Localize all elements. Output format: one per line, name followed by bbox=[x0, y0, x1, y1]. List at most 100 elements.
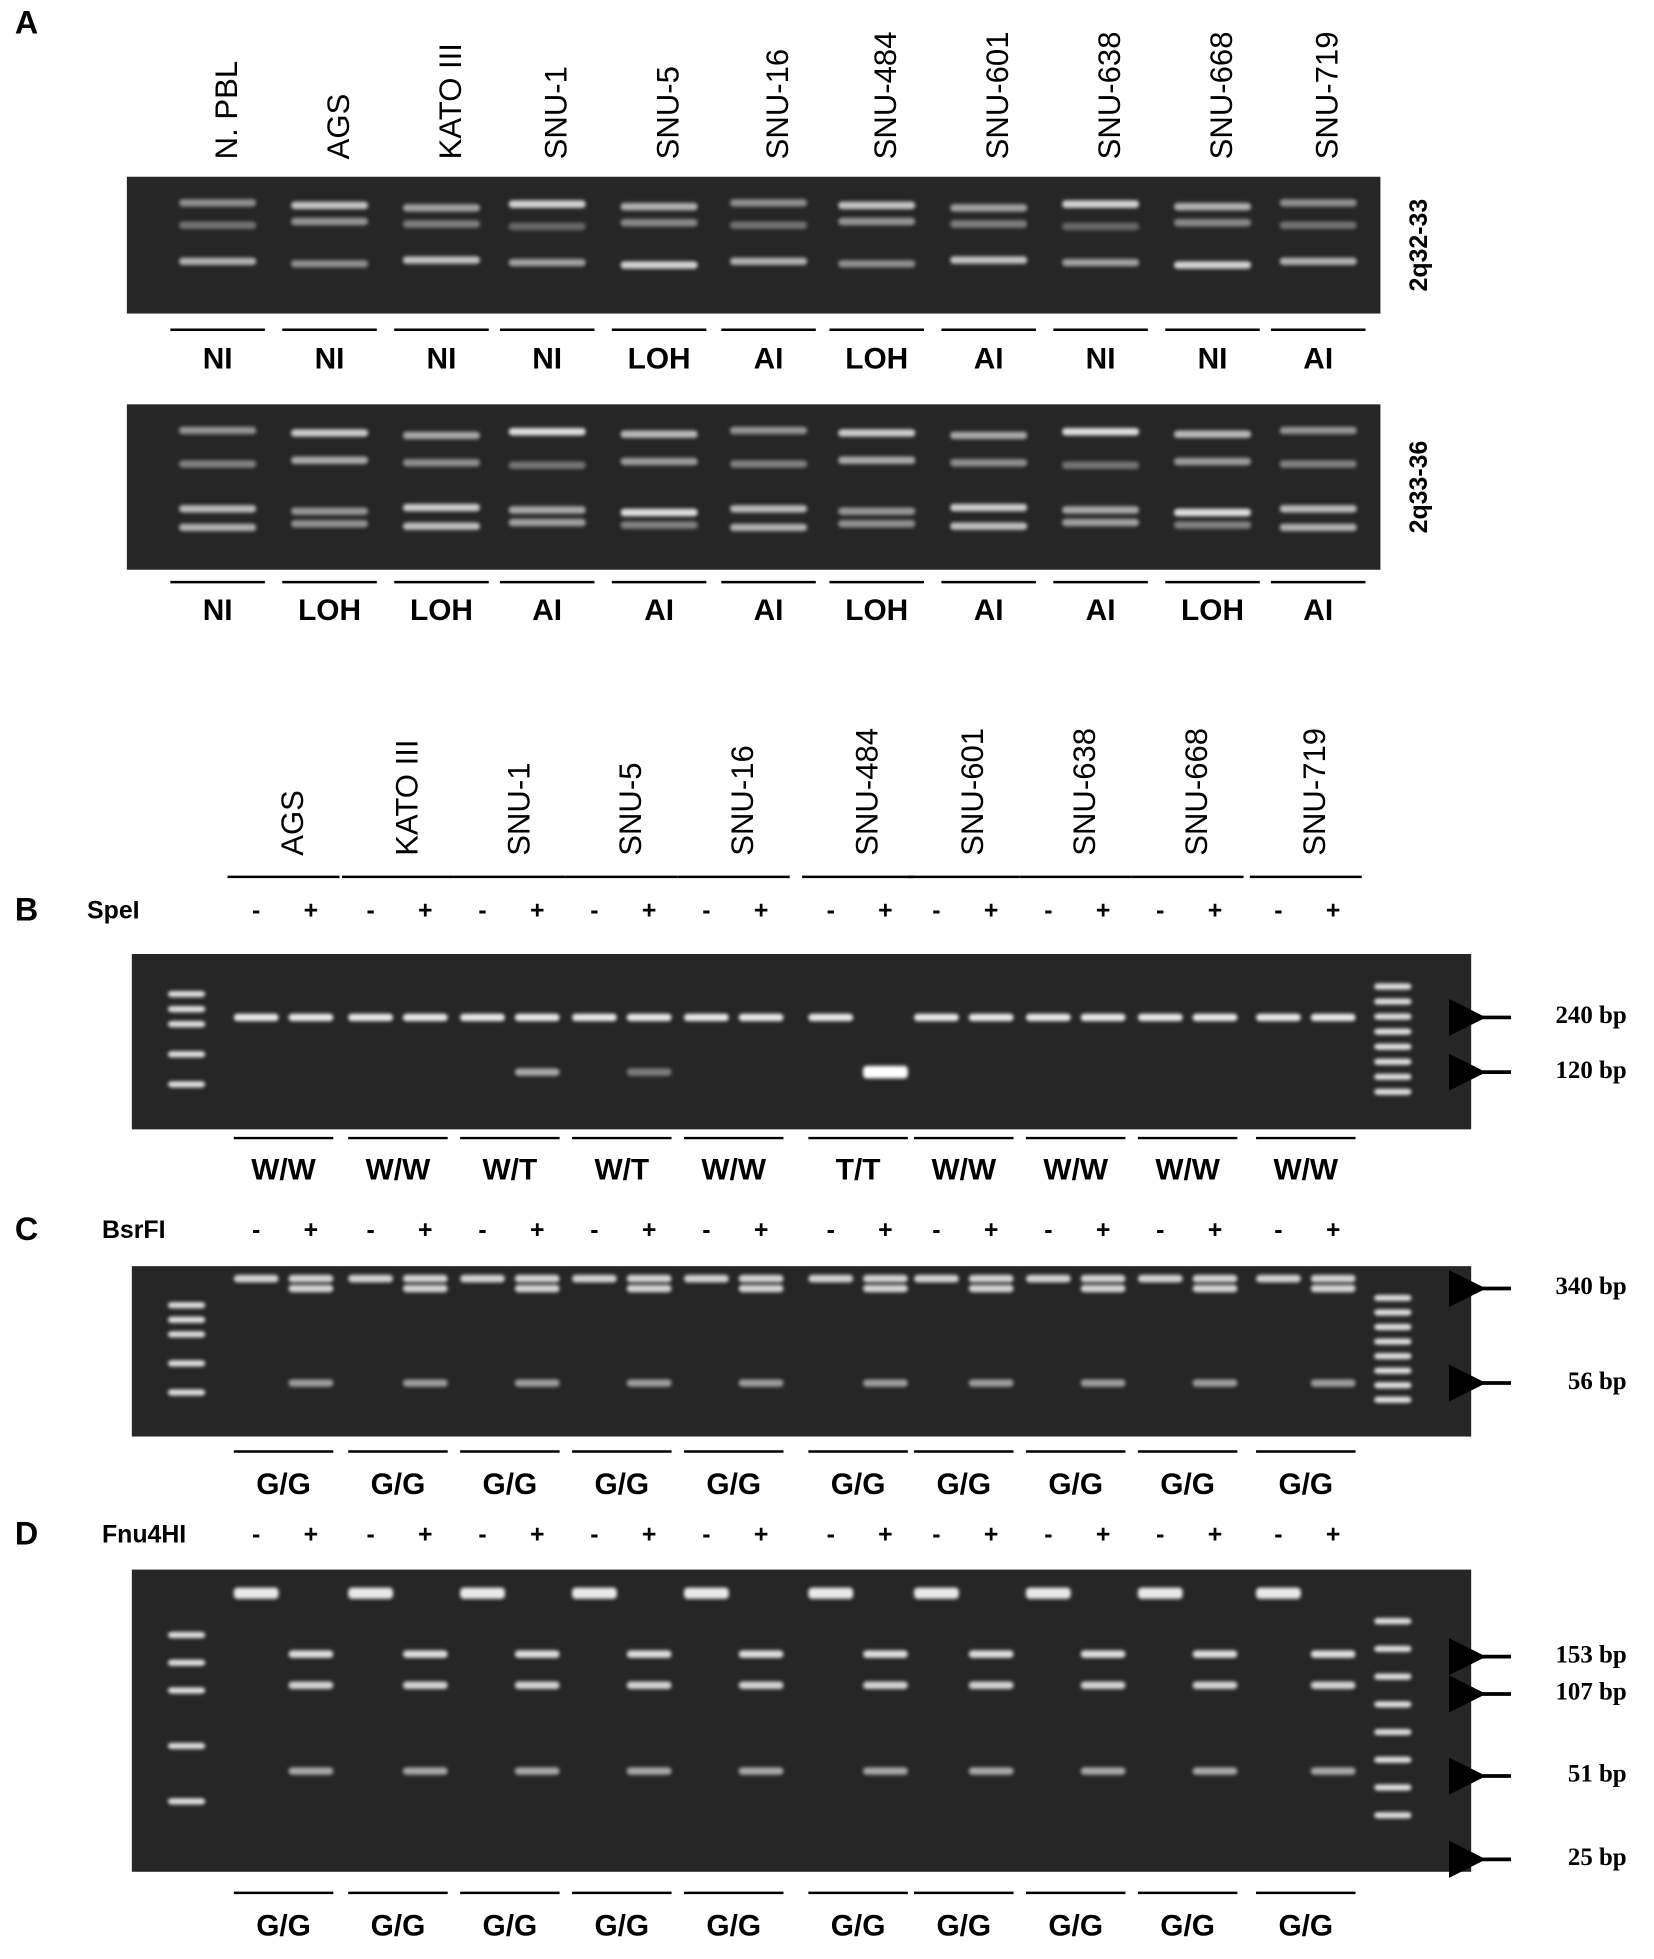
band bbox=[729, 221, 808, 229]
genotype: T/T bbox=[836, 1154, 881, 1187]
band bbox=[291, 519, 369, 528]
digest-sign: + bbox=[1326, 896, 1341, 924]
genotype: G/G bbox=[1048, 1468, 1103, 1501]
band bbox=[179, 426, 257, 435]
band bbox=[914, 1013, 959, 1022]
lane-label: SNU-484 bbox=[868, 32, 903, 160]
band bbox=[348, 1274, 393, 1283]
band bbox=[167, 1021, 206, 1028]
band bbox=[620, 508, 698, 517]
band bbox=[950, 220, 1028, 228]
digest-sign: - bbox=[366, 1521, 374, 1549]
band bbox=[950, 204, 1028, 212]
band bbox=[626, 1274, 672, 1283]
band bbox=[1279, 426, 1357, 435]
band bbox=[1173, 430, 1252, 438]
digest-sign: + bbox=[1096, 896, 1111, 924]
digest-sign: - bbox=[702, 1216, 710, 1244]
size-marker: 56 bp bbox=[1568, 1368, 1627, 1395]
band bbox=[729, 505, 808, 513]
band bbox=[508, 222, 586, 231]
digest-sign: + bbox=[642, 896, 657, 924]
band bbox=[1374, 1396, 1412, 1403]
genotype: G/G bbox=[1160, 1468, 1215, 1501]
band bbox=[402, 1767, 448, 1775]
band bbox=[968, 1767, 1014, 1775]
band bbox=[914, 1274, 959, 1283]
gel bbox=[131, 1569, 1472, 1872]
band bbox=[508, 461, 586, 469]
lane-label: SNU-668 bbox=[1179, 728, 1214, 856]
band bbox=[626, 1650, 672, 1658]
band bbox=[1374, 1784, 1412, 1791]
band bbox=[167, 1631, 206, 1639]
band bbox=[738, 1379, 784, 1387]
size-marker: 340 bp bbox=[1555, 1273, 1626, 1300]
band bbox=[508, 258, 586, 267]
band bbox=[808, 1274, 854, 1283]
digest-sign: + bbox=[1208, 896, 1223, 924]
lane-label: SNU-719 bbox=[1297, 728, 1332, 856]
band bbox=[1080, 1767, 1126, 1775]
band bbox=[1374, 1701, 1412, 1708]
band bbox=[1374, 1353, 1412, 1360]
band bbox=[167, 1051, 206, 1058]
band bbox=[729, 523, 808, 532]
band bbox=[167, 1302, 206, 1309]
digest-sign: + bbox=[1326, 1521, 1341, 1549]
band bbox=[514, 1284, 560, 1293]
call: LOH bbox=[1181, 594, 1244, 627]
band bbox=[620, 457, 698, 466]
band bbox=[402, 1681, 448, 1689]
band bbox=[838, 519, 916, 528]
genotype: G/G bbox=[706, 1910, 761, 1943]
digest-sign: + bbox=[642, 1216, 657, 1244]
lane-label: SNU-601 bbox=[980, 32, 1015, 160]
digest-sign: + bbox=[418, 896, 433, 924]
band bbox=[291, 507, 369, 516]
band bbox=[738, 1284, 784, 1293]
lane-label: SNU-719 bbox=[1310, 32, 1345, 160]
band bbox=[950, 503, 1028, 512]
band bbox=[1374, 1338, 1412, 1345]
band bbox=[1080, 1379, 1126, 1387]
band bbox=[291, 217, 369, 226]
genotype: G/G bbox=[483, 1468, 538, 1501]
digest-sign: + bbox=[984, 1521, 999, 1549]
digest-sign: - bbox=[827, 1521, 835, 1549]
digest-sign: + bbox=[1326, 1216, 1341, 1244]
lane-label: N. PBL bbox=[209, 61, 244, 159]
band bbox=[402, 503, 481, 512]
band bbox=[950, 431, 1028, 440]
band bbox=[1374, 1618, 1412, 1625]
band bbox=[179, 505, 257, 513]
band bbox=[1256, 1274, 1301, 1283]
band bbox=[1310, 1379, 1356, 1387]
band bbox=[167, 990, 206, 998]
lane-label: SNU-638 bbox=[1067, 728, 1102, 856]
band bbox=[683, 1013, 729, 1022]
genotype: W/W bbox=[366, 1154, 431, 1187]
call: NI bbox=[1198, 343, 1228, 376]
genotype: G/G bbox=[594, 1910, 649, 1943]
band bbox=[620, 521, 698, 529]
digest-sign: + bbox=[878, 1216, 893, 1244]
band bbox=[838, 456, 916, 465]
band bbox=[950, 522, 1028, 530]
band bbox=[167, 1360, 206, 1367]
band bbox=[1080, 1274, 1126, 1283]
band bbox=[968, 1379, 1014, 1387]
genotype: G/G bbox=[371, 1910, 426, 1943]
band bbox=[179, 257, 257, 266]
band bbox=[291, 260, 369, 268]
band bbox=[838, 260, 916, 268]
band bbox=[863, 1681, 908, 1689]
call: AI bbox=[974, 594, 1004, 627]
band bbox=[1374, 1323, 1412, 1331]
digest-sign: + bbox=[754, 1216, 769, 1244]
band bbox=[167, 1389, 206, 1396]
genotype: W/W bbox=[251, 1154, 316, 1187]
digest-sign: - bbox=[1274, 1216, 1282, 1244]
genotype: G/G bbox=[831, 1910, 886, 1943]
digest-sign: + bbox=[878, 1521, 893, 1549]
